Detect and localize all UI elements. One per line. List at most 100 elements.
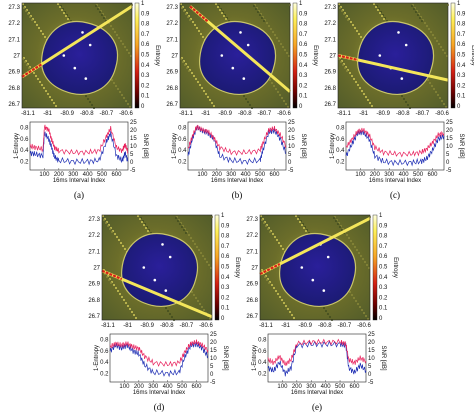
map-texture bbox=[341, 10, 343, 12]
map-texture bbox=[359, 306, 361, 308]
station-marker bbox=[326, 255, 330, 259]
map-texture bbox=[350, 240, 352, 242]
colorbar-label: Entropy bbox=[234, 257, 240, 278]
y-right-tick-label: 10 bbox=[288, 144, 295, 150]
x-tick-label: 300 bbox=[68, 172, 79, 178]
map-texture bbox=[426, 25, 428, 27]
map-texture bbox=[340, 61, 342, 63]
map-texture bbox=[199, 84, 201, 86]
line-chart: 100 200 300 400 500 600 0.8 0.6 0.4 0.2 25 20 15 10 5 0… bbox=[172, 120, 306, 184]
map-texture bbox=[38, 27, 40, 29]
map-texture bbox=[303, 227, 305, 229]
map-texture bbox=[106, 276, 108, 278]
map-lon-tick: -80.9 bbox=[218, 111, 232, 117]
map-texture bbox=[45, 90, 47, 92]
map-texture bbox=[260, 270, 262, 272]
map-lat-tick: 26.8 bbox=[166, 86, 178, 92]
map-texture bbox=[295, 215, 297, 217]
map-texture bbox=[103, 219, 105, 221]
y-left-tick-label: 0.4 bbox=[20, 148, 29, 154]
y-right-tick-label: 20 bbox=[288, 128, 295, 134]
y-right-tick-label: 0 bbox=[368, 372, 372, 378]
map-texture bbox=[143, 224, 145, 226]
map-lat-tick: 27.2 bbox=[8, 21, 20, 27]
y-right-axis-label: SNR [dB] bbox=[142, 133, 148, 158]
map-texture bbox=[327, 313, 329, 315]
map-texture bbox=[203, 90, 205, 92]
map-texture bbox=[355, 300, 357, 302]
colorbar-tick: 0.5 bbox=[221, 265, 230, 271]
station-marker bbox=[168, 255, 172, 259]
colorbar-tick: 0.7 bbox=[379, 244, 388, 250]
map-texture bbox=[63, 12, 65, 14]
map-texture bbox=[415, 11, 417, 13]
map-texture bbox=[105, 222, 107, 224]
map-texture bbox=[196, 246, 198, 248]
map-lat-tick: 26.9 bbox=[166, 70, 178, 76]
map-lon-tick: -81.1 bbox=[179, 111, 193, 117]
map-texture bbox=[249, 104, 251, 106]
map-texture bbox=[145, 227, 147, 229]
map-texture bbox=[147, 230, 149, 232]
map-texture bbox=[118, 37, 120, 39]
map-texture bbox=[333, 217, 335, 219]
map-lat-tick: 26.7 bbox=[166, 102, 178, 108]
map-texture bbox=[353, 78, 355, 80]
map-texture bbox=[375, 6, 377, 8]
map-texture bbox=[283, 100, 285, 102]
map-lat-tick: 26.7 bbox=[324, 102, 336, 108]
series-snr-line bbox=[345, 127, 445, 158]
colorbar-tick: 0.1 bbox=[141, 94, 150, 100]
map-texture bbox=[283, 302, 285, 304]
map-lon-tick: -80.8 bbox=[238, 111, 252, 117]
map-texture bbox=[443, 103, 445, 105]
colorbar-tick: 0.1 bbox=[221, 306, 230, 312]
map-texture bbox=[200, 33, 202, 35]
map-texture bbox=[255, 8, 257, 10]
colorbar-tick: 1 bbox=[299, 1, 303, 7]
map-texture bbox=[361, 309, 363, 311]
map-texture bbox=[29, 16, 31, 18]
colorbar-tick: 0.1 bbox=[379, 306, 388, 312]
map-texture bbox=[268, 282, 270, 284]
map-texture bbox=[446, 55, 448, 57]
map-texture bbox=[124, 46, 126, 48]
map-texture bbox=[354, 246, 356, 248]
y-left-axis-label: 1-Entropy bbox=[252, 345, 258, 371]
map-texture bbox=[42, 33, 44, 35]
colorbar-tick: 0.8 bbox=[141, 22, 150, 28]
panel-caption: (e) bbox=[312, 402, 322, 412]
station-marker bbox=[378, 54, 382, 57]
map-frame bbox=[21, 2, 133, 109]
colorbar-tick: 0 bbox=[457, 104, 461, 110]
x-tick-label: 300 bbox=[306, 384, 317, 390]
map-texture bbox=[419, 17, 421, 19]
y-right-tick-label: 15 bbox=[368, 348, 375, 354]
colorbar-tick: 0.3 bbox=[457, 73, 466, 79]
map-texture bbox=[349, 291, 351, 293]
y-right-tick-label: 5 bbox=[446, 152, 450, 158]
y-left-tick-label: 0.4 bbox=[336, 148, 345, 154]
colorbar-label: Entropy bbox=[154, 45, 160, 66]
y-right-tick-label: -5 bbox=[130, 168, 136, 174]
map-texture bbox=[365, 96, 367, 98]
map-texture bbox=[179, 223, 181, 225]
map-texture bbox=[180, 3, 182, 5]
map-texture bbox=[110, 25, 112, 27]
lake bbox=[279, 232, 356, 307]
map-texture bbox=[184, 64, 186, 66]
colorbar-tick: 0.7 bbox=[141, 32, 150, 38]
x-tick-label: 500 bbox=[177, 384, 188, 390]
map-lon-tick: -81 bbox=[359, 111, 368, 117]
map-lon-tick: -80.7 bbox=[416, 111, 430, 117]
x-tick-label: 400 bbox=[321, 384, 332, 390]
map-texture bbox=[49, 96, 51, 98]
station-marker bbox=[242, 77, 246, 80]
station-marker bbox=[246, 43, 250, 47]
map-texture bbox=[182, 61, 184, 63]
map-texture bbox=[253, 5, 255, 7]
map-texture bbox=[202, 36, 204, 38]
map-lat-tick: 27.1 bbox=[88, 249, 100, 255]
map-texture bbox=[113, 82, 115, 84]
colorbar-tick: 0.4 bbox=[379, 275, 388, 281]
